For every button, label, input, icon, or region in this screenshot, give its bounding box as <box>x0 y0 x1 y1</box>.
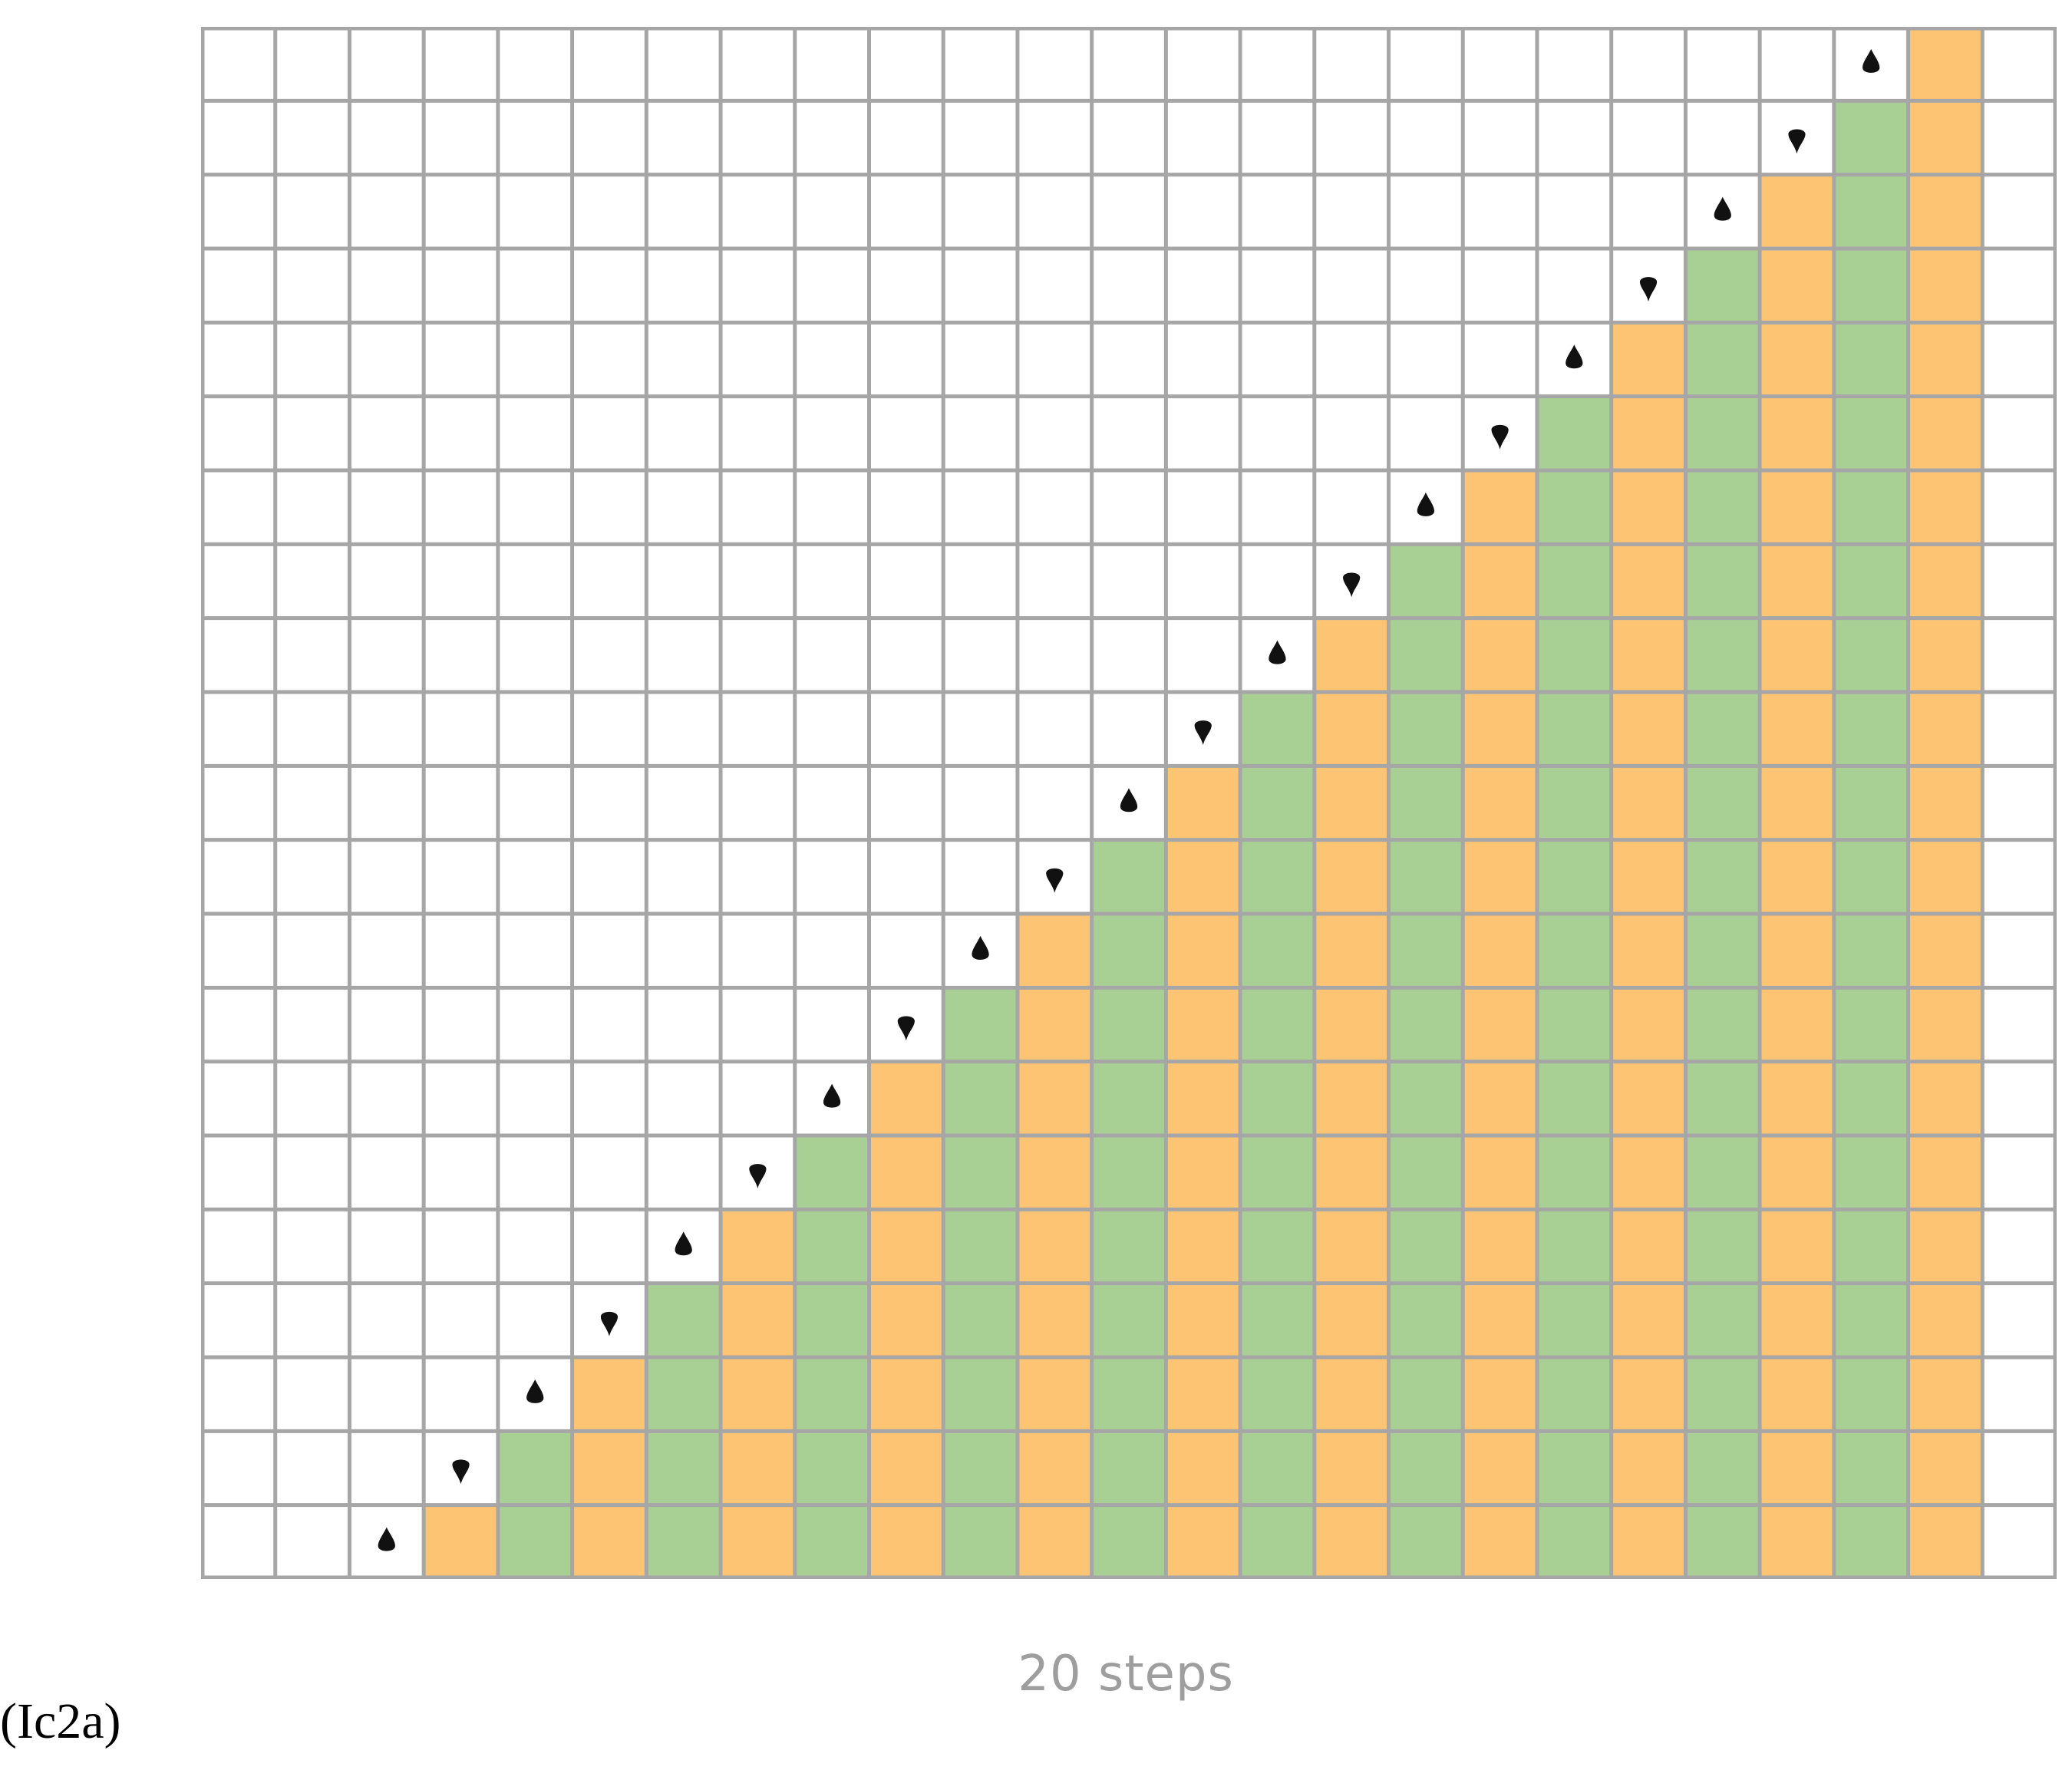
filled-column-8 <box>721 1209 795 1579</box>
filled-column-12 <box>1017 914 1092 1579</box>
flame-up-icon <box>1417 492 1434 516</box>
figure-label: (Ic2a) <box>0 1693 121 1749</box>
flame-up-icon <box>1269 640 1286 664</box>
flame-up-icon <box>1862 48 1880 73</box>
flame-up-icon <box>675 1231 692 1256</box>
flame-up-icon <box>823 1083 841 1108</box>
flame-down-icon <box>749 1164 767 1188</box>
flame-up-icon <box>1566 344 1583 369</box>
grid-lines <box>201 27 2057 1579</box>
filled-column-10 <box>869 1061 944 1579</box>
filled-column-22 <box>1760 174 1834 1579</box>
flame-up-icon <box>526 1379 544 1403</box>
flame-up-icon <box>1714 196 1731 221</box>
flame-up-icon <box>1120 788 1138 812</box>
filled-column-18 <box>1463 470 1537 1579</box>
grid-svg <box>201 27 2057 1579</box>
flame-down-icon <box>452 1459 470 1485</box>
flame-down-icon <box>1491 424 1509 450</box>
filled-column-14 <box>1166 766 1241 1579</box>
filled-column-4 <box>424 1505 498 1579</box>
filled-column-24 <box>1908 27 1983 1579</box>
step-count-caption: 20 steps <box>1018 1646 1234 1702</box>
filled-column-20 <box>1611 322 1686 1579</box>
step-grid <box>201 27 2057 1579</box>
flame-down-icon <box>1639 277 1658 302</box>
filled-column-16 <box>1314 618 1389 1579</box>
flame-down-icon <box>600 1311 619 1337</box>
filled-column-6 <box>572 1357 647 1579</box>
flame-down-icon <box>1343 572 1361 598</box>
flame-up-icon <box>972 935 989 960</box>
flame-down-icon <box>897 1016 915 1041</box>
flame-down-icon <box>1194 720 1212 745</box>
flame-down-icon <box>1046 868 1064 893</box>
flame-up-icon <box>378 1527 395 1551</box>
flame-down-icon <box>1788 129 1806 154</box>
